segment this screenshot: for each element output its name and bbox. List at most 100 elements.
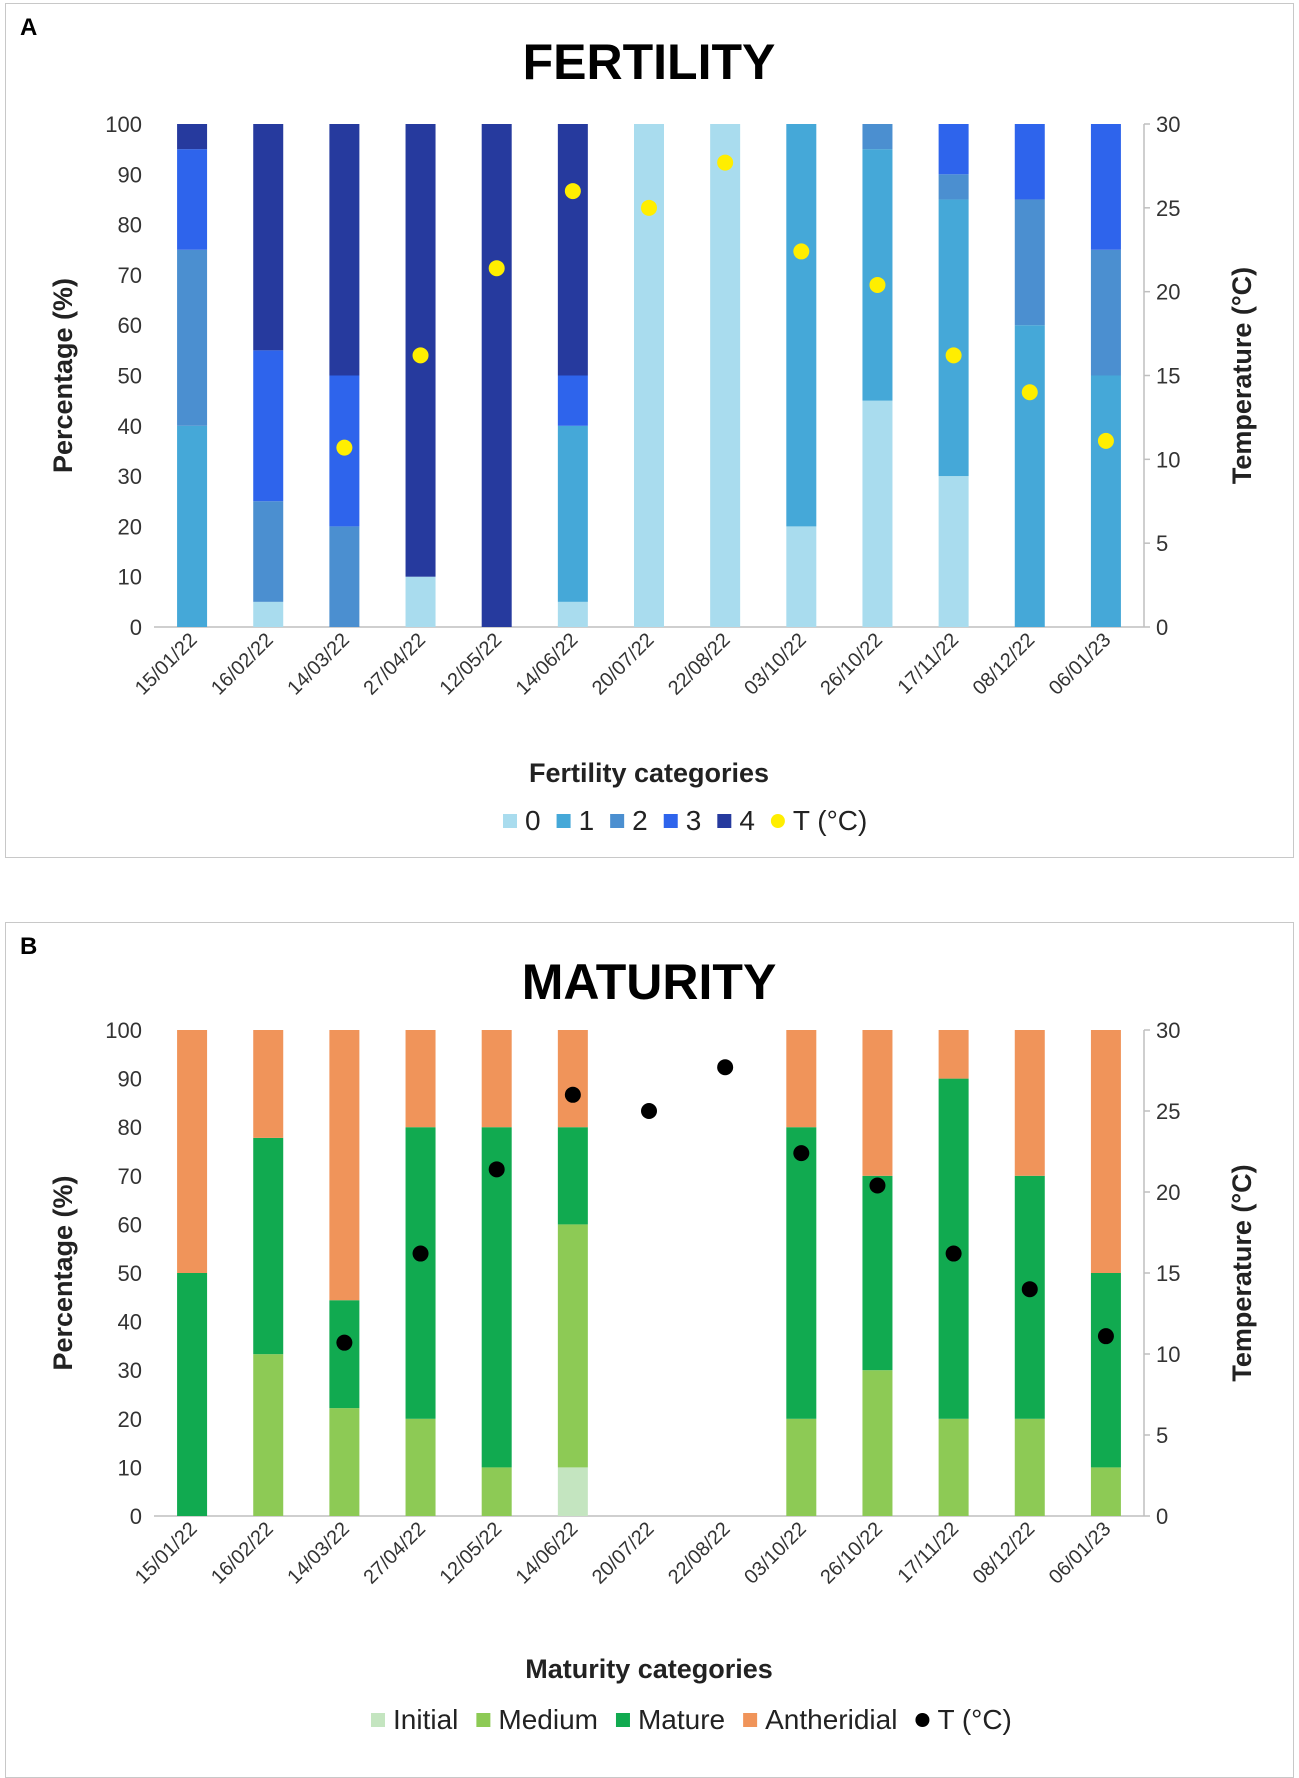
maturity-temperature-point [1021,1281,1038,1298]
fertility-legend-4-label: 4 [739,805,755,836]
fertility-chart-title: FERTILITY [523,34,776,90]
fertility-x-tick-label: 03/10/22 [740,629,811,700]
maturity-temperature-point [945,1245,962,1262]
maturity-bar-segment-antheridial [329,1030,360,1301]
maturity-legend-antheridial-swatch [743,1713,758,1727]
maturity-bar-segment-antheridial [1014,1030,1045,1176]
fertility-bar-segment-0 [634,124,664,627]
fertility-y2-tick-label: 20 [1156,280,1180,305]
fertility-x-tick-label: 27/04/22 [359,629,430,700]
fertility-bar-segment-1 [1014,325,1045,627]
maturity-legend-mature-label: Mature [638,1704,725,1735]
maturity-y-axis-title: Percentage (%) [48,1175,78,1370]
fertility-bar-segment-3 [1090,124,1121,250]
maturity-bar-segment-medium [938,1418,969,1516]
fertility-y-tick-label: 40 [118,414,142,439]
fertility-legend-3-swatch [663,814,678,828]
fertility-y2-tick-label: 30 [1156,112,1180,137]
fertility-bar-segment-2 [177,249,208,426]
maturity-x-axis-title: Maturity categories [525,1654,773,1684]
maturity-legend-t-c-label: T (°C) [937,1704,1011,1735]
fertility-bar-segment-2 [862,124,893,150]
maturity-bar-segment-mature [1014,1175,1045,1419]
maturity-legend-antheridial-label: Antheridial [765,1704,897,1735]
maturity-legend-initial-swatch [371,1713,385,1727]
maturity-bar-segment-mature [557,1127,588,1225]
maturity-y2-tick-label: 20 [1156,1180,1180,1205]
maturity-y-tick-label: 60 [118,1212,142,1237]
fertility-x-tick-label: 14/06/22 [512,629,583,700]
fertility-temperature-point [488,260,505,277]
fertility-temperature-point [336,439,353,456]
fertility-bar-segment-2 [253,501,284,602]
maturity-bar-segment-antheridial [405,1030,436,1128]
maturity-legend-medium-label: Medium [498,1704,598,1735]
maturity-x-tick-label: 16/02/22 [207,1518,278,1589]
maturity-bar-segment-antheridial [938,1030,969,1079]
maturity-bar-segment-mature [481,1127,512,1468]
fertility-y2-tick-label: 10 [1156,447,1180,472]
fertility-temperature-point [1021,384,1038,401]
fertility-bar-segment-4 [329,124,360,376]
maturity-temperature-point [1097,1328,1114,1345]
maturity-bar-segment-mature [786,1127,817,1419]
fertility-temperature-point [564,183,581,200]
maturity-bar-segment-medium [557,1224,588,1468]
maturity-bar-segment-mature [405,1127,436,1419]
maturity-bar-segment-mature [253,1137,284,1355]
fertility-x-tick-label: 14/03/22 [283,629,354,700]
fertility-legend-3-label: 3 [686,805,702,836]
maturity-y-tick-label: 0 [130,1504,142,1529]
fertility-y-axis-title: Percentage (%) [48,278,78,473]
fertility-bar-segment-1 [557,425,588,602]
fertility-bar-segment-4 [481,124,512,627]
fertility-bar-segment-2 [1014,199,1045,326]
maturity-x-tick-label: 27/04/22 [359,1518,430,1589]
fertility-legend-0-swatch [503,814,517,828]
fertility-bar-segment-2 [329,526,360,627]
fertility-bar-segment-0 [710,124,741,627]
fertility-legend-2-swatch [610,814,625,828]
maturity-x-tick-label: 17/11/22 [894,1518,964,1588]
fertility-y2-tick-label: 25 [1156,196,1180,221]
fertility-legend-t-c-swatch [770,814,785,828]
fertility-x-axis-title: Fertility categories [529,758,769,788]
panel-label-b: B [20,933,38,960]
fertility-y-tick-label: 60 [118,313,142,338]
fertility-y2-axis-title: Temperature (°C) [1227,267,1257,484]
fertility-bar-segment-3 [177,149,208,250]
fertility-y-tick-label: 50 [118,364,142,389]
fertility-x-tick-label: 08/12/22 [969,629,1040,700]
fertility-legend-0-label: 0 [525,805,541,836]
fertility-x-tick-label: 16/02/22 [207,629,278,700]
fertility-bar-segment-0 [938,476,969,627]
fertility-bar-segment-4 [177,124,208,150]
fertility-bar-segment-3 [253,350,284,502]
fertility-legend-4-swatch [717,814,732,828]
fertility-x-tick-label: 12/05/22 [436,629,507,700]
maturity-bar-segment-medium [786,1418,817,1516]
maturity-bar-segment-antheridial [557,1030,588,1128]
maturity-bar-segment-mature [862,1175,893,1371]
maturity-bar-segment-mature [329,1300,360,1409]
maturity-bar-segment-medium [405,1418,436,1516]
maturity-bar-segment-antheridial [862,1030,893,1176]
fertility-temperature-point [945,347,962,364]
maturity-legend-t-c-swatch [915,1713,930,1727]
maturity-y-tick-label: 10 [118,1455,142,1480]
maturity-y-tick-label: 100 [105,1018,142,1043]
fertility-x-tick-label: 22/08/22 [664,629,735,700]
fertility-y2-tick-label: 0 [1156,615,1168,640]
maturity-x-tick-label: 22/08/22 [664,1518,735,1589]
maturity-x-tick-label: 03/10/22 [740,1518,811,1589]
maturity-bar-segment-medium [1014,1418,1045,1516]
maturity-x-tick-label: 20/07/22 [588,1518,659,1589]
fertility-y-tick-label: 80 [118,213,142,238]
maturity-y2-axis-title: Temperature (°C) [1227,1164,1257,1381]
maturity-bar-segment-antheridial [786,1030,817,1128]
fertility-y-tick-label: 10 [118,565,142,590]
fertility-y2-tick-label: 15 [1156,364,1180,389]
fertility-bar-segment-0 [862,400,893,627]
fertility-bar-segment-3 [557,375,588,426]
maturity-bar-segment-initial [557,1467,588,1516]
